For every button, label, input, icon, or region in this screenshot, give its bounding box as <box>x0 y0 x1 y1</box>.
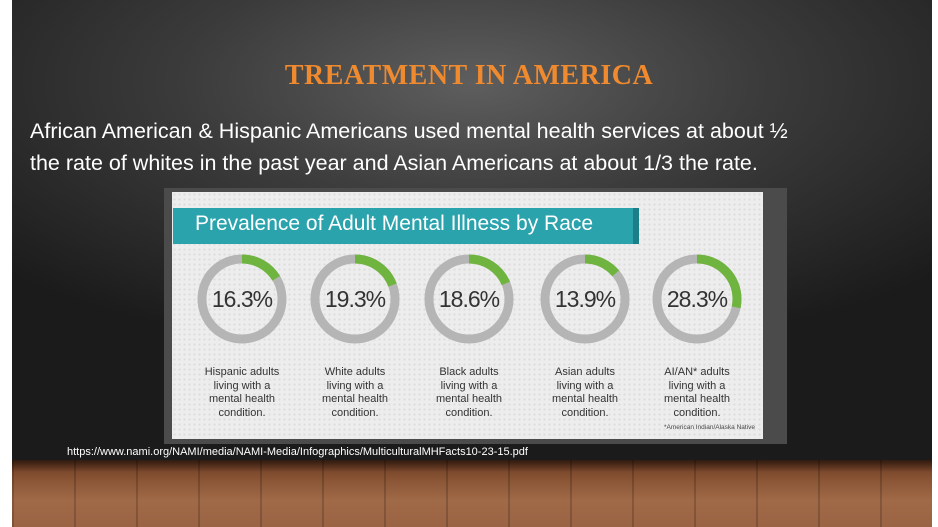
caption-line: Asian adults <box>555 366 615 378</box>
caption-black: Black adults living with a mental health… <box>414 366 524 420</box>
floor-shadow <box>12 460 932 472</box>
caption-line: living with a <box>556 379 614 392</box>
caption-hispanic: Hispanic adults living with a mental hea… <box>187 366 297 420</box>
caption-line: mental health <box>551 393 619 405</box>
infographic-title: Prevalence of Adult Mental Illness by Ra… <box>195 212 594 235</box>
donut-fill <box>424 254 514 344</box>
donut-fill <box>540 254 630 344</box>
caption-line: condition. <box>445 406 493 419</box>
caption-line: living with a <box>213 379 271 392</box>
donut-black: 18.6% <box>424 254 514 344</box>
slide-body-text: African American & Hispanic Americans us… <box>30 115 930 179</box>
donut-value-label: 18.6% <box>438 286 500 312</box>
slide-title: TREATMENT IN AMERICA <box>284 60 654 91</box>
source-link[interactable]: https://www.nami.org/NAMI/media/NAMI-Med… <box>67 446 528 458</box>
caption-asian: Asian adults living with a mental health… <box>530 366 640 420</box>
donut-value-label: 13.9% <box>554 286 616 312</box>
caption-line: condition. <box>218 406 266 419</box>
donut-asian: 13.9% <box>540 254 630 344</box>
caption-line: mental health <box>321 393 389 405</box>
caption-line: Hispanic adults <box>204 366 280 378</box>
caption-line: mental health <box>663 393 731 405</box>
donut-white: 19.3% <box>310 254 400 344</box>
caption-line: condition. <box>561 406 609 419</box>
donut-value-label: 28.3% <box>666 286 728 312</box>
caption-aian: AI/AN* adults living with a mental healt… <box>642 366 752 420</box>
caption-line: Black adults <box>439 366 499 378</box>
infographic-card: Prevalence of Adult Mental Illness by Ra… <box>172 192 763 439</box>
donut-aian: 28.3% <box>652 254 742 344</box>
donut-value-label: 19.3% <box>324 286 386 312</box>
caption-line: living with a <box>326 379 384 392</box>
body-line-1: African American & Hispanic Americans us… <box>30 119 788 143</box>
donut-fill <box>310 254 400 344</box>
infographic-footnote: *American Indian/Alaska Native <box>663 424 755 431</box>
donut-hispanic: 16.3% <box>197 254 287 344</box>
caption-line: AI/AN* adults <box>664 366 730 378</box>
donut-value-label: 16.3% <box>211 286 273 312</box>
caption-line: living with a <box>668 379 726 392</box>
caption-line: condition. <box>331 406 379 419</box>
caption-line: mental health <box>208 393 276 405</box>
caption-line: condition. <box>673 406 721 419</box>
donut-fill <box>652 254 742 344</box>
donut-fill <box>197 254 287 344</box>
caption-line: living with a <box>440 379 498 392</box>
caption-line: mental health <box>435 393 503 405</box>
infographic-image: Prevalence of Adult Mental Illness by Ra… <box>164 188 787 444</box>
infographic-header: Prevalence of Adult Mental Illness by Ra… <box>173 208 639 244</box>
body-line-2: the rate of whites in the past year and … <box>30 151 758 175</box>
caption-line: White adults <box>324 366 386 378</box>
caption-white: White adults living with a mental health… <box>300 366 410 420</box>
